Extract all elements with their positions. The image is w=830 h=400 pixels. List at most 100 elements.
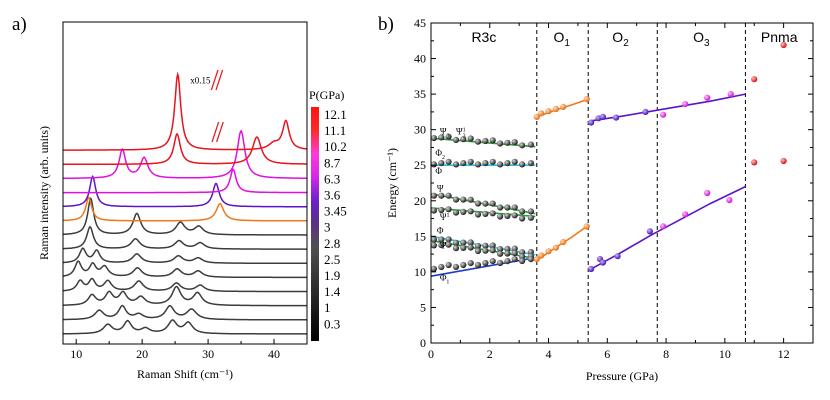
r3c-data-point (489, 242, 496, 249)
data-point-o2 (599, 259, 607, 266)
colorbar-labels: 12.111.110.28.76.3 3.63.4532.82.51.91.410… (324, 107, 347, 331)
r3c-data-point (489, 258, 496, 265)
y-tick-label: 45 (414, 16, 426, 30)
r3c-data-point (452, 196, 460, 203)
mode-subscript: 3 (446, 134, 449, 140)
mode-label: Ψ1 3 (456, 127, 466, 140)
y-tick-label: 10 (414, 265, 426, 279)
r3c-data-point (504, 139, 511, 146)
spectrum-2.8-gpa (63, 247, 307, 265)
phase-label-subscript: 3 (704, 38, 710, 49)
spectrum-2.5-gpa (62, 260, 307, 279)
r3c-data-point (445, 241, 452, 248)
data-point-o1 (538, 110, 545, 117)
r3c-data-point (527, 141, 535, 148)
r3c-data-point (497, 250, 504, 257)
r3c-data-point (497, 161, 504, 168)
r3c-data-point (482, 160, 489, 167)
colorbar-label: 11.1 (324, 123, 346, 138)
break-mark-bottom-1 (210, 69, 219, 91)
r3c-data-point (467, 208, 474, 215)
colorbar-label: 3.6 (324, 188, 341, 203)
r3c-data-point (504, 250, 511, 257)
r3c-data-point (482, 247, 489, 254)
r3c-data-point (511, 204, 518, 211)
raman-spectra (62, 71, 307, 335)
panel-b-label: b) (378, 14, 394, 35)
data-point-pnma (751, 159, 758, 166)
y-tick-label: 0 (420, 336, 426, 350)
mode-subscript: 2 (442, 155, 445, 161)
r3c-data-point (438, 134, 445, 141)
r3c-data-point (527, 208, 535, 215)
phase-label: O1 (554, 29, 571, 49)
r3c-data-point (430, 236, 437, 243)
r3c-data-point (511, 256, 518, 263)
r3c-data-point (445, 192, 452, 199)
r3c-data-point (430, 161, 437, 168)
data-point-o2 (588, 119, 595, 126)
r3c-data-point (519, 257, 526, 265)
phase-label: R3c (471, 29, 496, 45)
r3c-data-point (438, 242, 445, 249)
x-tick-label: 6 (604, 347, 610, 361)
phase-label: O2 (612, 29, 629, 49)
r3c-data-point (519, 208, 526, 215)
r3c-data-point (438, 263, 445, 271)
break-mark-top-2 (216, 121, 224, 143)
r3c-data-point (504, 258, 511, 265)
data-point-pnma (780, 41, 787, 49)
r3c-data-point (482, 242, 489, 249)
r3c-data-point (497, 140, 504, 147)
r3c-data-point (460, 244, 467, 251)
y-tick-label: 20 (414, 194, 426, 208)
data-point-o2 (599, 113, 607, 120)
panel-b-y-ticks: 0 5 10 15 20 25 30 35 40 45 (414, 16, 813, 350)
x-tick-label: 10 (719, 347, 731, 361)
r3c-data-point (445, 236, 452, 243)
x-tick-label: 4 (546, 347, 552, 361)
r3c-data-point (497, 204, 504, 211)
data-point-o1 (533, 256, 540, 263)
r3c-data-point (504, 245, 511, 252)
fit-line-φ1 (430, 256, 536, 277)
r3c-data-point (482, 259, 489, 267)
colorbar-label: 1.4 (324, 284, 341, 299)
data-point-pnma (780, 157, 787, 165)
mode-label: Ψ (440, 240, 447, 250)
r3c-data-point (452, 136, 460, 143)
data-point-o3 (727, 91, 734, 98)
mode-superscript: 1 (463, 128, 466, 134)
break-mark-bottom-2 (215, 69, 224, 91)
r3c-data-point (497, 259, 504, 267)
spectrum-3-gpa (63, 225, 307, 250)
r3c-data-point (511, 245, 518, 252)
phase-labels: R3c O1 O2 O3 Pnma (471, 29, 797, 49)
r3c-data-point (474, 161, 482, 168)
r3c-data-point (511, 139, 518, 146)
spectrum-3.6-gpa (63, 196, 307, 222)
data-point-o1 (583, 223, 590, 230)
y-tick-label: 25 (414, 158, 426, 172)
r3c-data-point (452, 239, 460, 246)
spectrum-0.3-gpa (63, 319, 307, 335)
r3c-data-point (445, 158, 452, 165)
panel-a-x-axis-label: Raman Shift (cm⁻¹) (137, 367, 233, 381)
mode-label: Ψ1 (440, 212, 450, 222)
r3c-data-point (452, 263, 460, 270)
phase-label-subscript: 2 (623, 38, 629, 49)
r3c-data-point (511, 250, 518, 257)
r3c-data-point (430, 242, 437, 249)
spectrum-1.4-gpa (63, 285, 307, 307)
mode-subscript: 3 (463, 134, 466, 140)
colorbar-label: 8.7 (324, 155, 341, 170)
r3c-data-point (445, 206, 452, 213)
colorbar-title: P(GPa) (309, 88, 344, 102)
r3c-data-point (445, 133, 452, 140)
r3c-data-point (519, 249, 526, 256)
data-point-o2 (588, 265, 595, 273)
r3c-data-point (519, 161, 526, 168)
data-point-o1 (552, 105, 560, 113)
r3c-data-point (489, 158, 496, 165)
r3c-data-point (489, 210, 496, 217)
